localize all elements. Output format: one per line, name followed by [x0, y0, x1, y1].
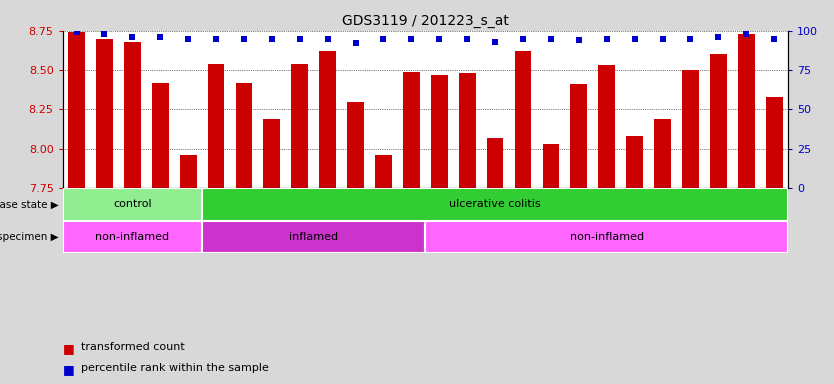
Bar [319, 51, 336, 188]
Title: GDS3119 / 201223_s_at: GDS3119 / 201223_s_at [342, 14, 509, 28]
Bar [425, 221, 788, 253]
Text: non-inflamed: non-inflamed [95, 232, 169, 242]
Bar [738, 34, 755, 188]
Text: ■: ■ [63, 363, 74, 376]
Bar [264, 119, 280, 188]
Bar [375, 155, 392, 188]
Text: ulcerative colitis: ulcerative colitis [450, 199, 541, 210]
Bar [180, 155, 197, 188]
Bar [403, 72, 420, 188]
Bar [235, 83, 253, 188]
Bar [431, 75, 448, 188]
Bar [543, 144, 560, 188]
Bar [626, 136, 643, 188]
Bar [208, 64, 224, 188]
Bar [202, 221, 425, 253]
Bar [68, 32, 85, 188]
Text: percentile rank within the sample: percentile rank within the sample [81, 363, 269, 373]
Bar [291, 64, 308, 188]
Bar [124, 42, 141, 188]
Text: inflamed: inflamed [289, 232, 339, 242]
Bar [152, 83, 168, 188]
Bar [63, 188, 202, 221]
Bar [766, 97, 782, 188]
Bar [487, 138, 504, 188]
Text: ■: ■ [63, 342, 74, 355]
Bar [710, 55, 726, 188]
Bar [63, 221, 202, 253]
Bar [682, 70, 699, 188]
Bar [202, 188, 788, 221]
Text: specimen ▶: specimen ▶ [0, 232, 58, 242]
Bar [96, 39, 113, 188]
Text: transformed count: transformed count [81, 342, 184, 352]
Text: disease state ▶: disease state ▶ [0, 199, 58, 210]
Bar [570, 84, 587, 188]
Bar [598, 65, 615, 188]
Bar [515, 51, 531, 188]
Text: control: control [113, 199, 152, 210]
Bar [347, 101, 364, 188]
Bar [654, 119, 671, 188]
Bar [459, 73, 475, 188]
Text: non-inflamed: non-inflamed [570, 232, 644, 242]
